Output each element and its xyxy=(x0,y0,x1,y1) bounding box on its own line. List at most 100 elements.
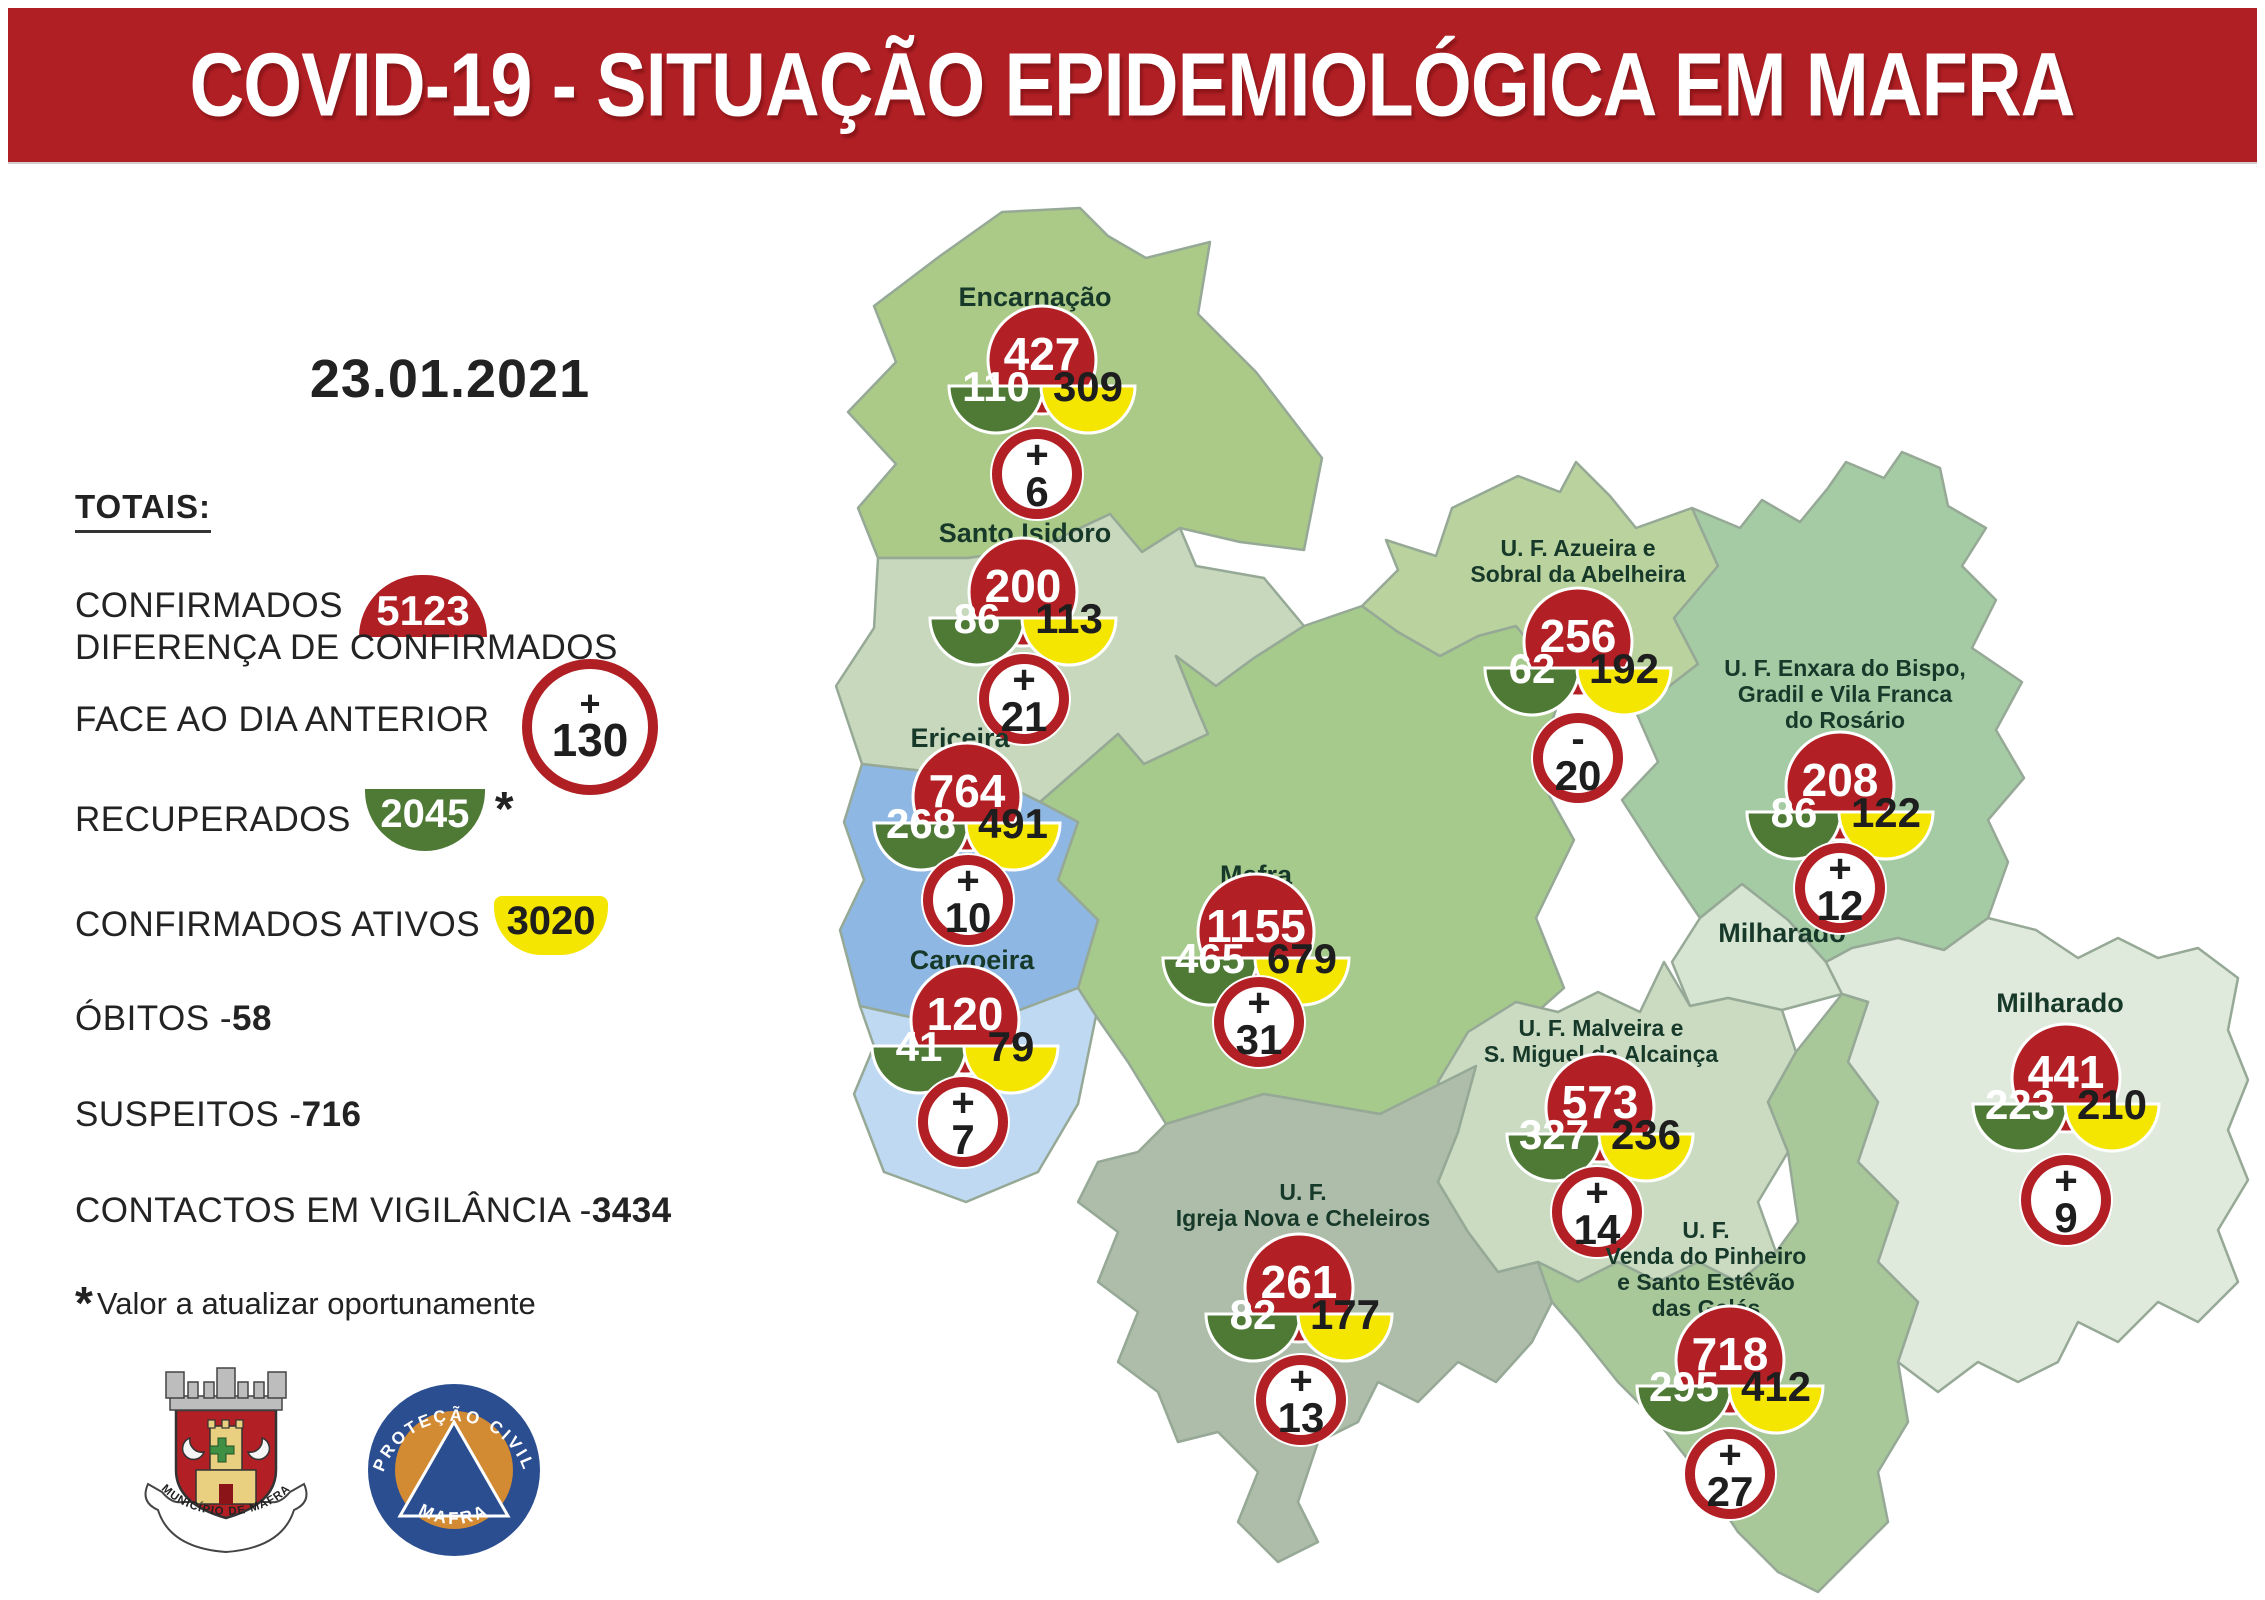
change-value-enxara: 12 xyxy=(1817,882,1864,929)
change-badge-mafra xyxy=(1214,977,1304,1067)
change-badge-santo_isidoro xyxy=(979,654,1069,744)
region-label-milharado: Milharado xyxy=(1996,988,2124,1018)
change-value-malveira: 14 xyxy=(1574,1206,1621,1253)
confirmed-value-igreja_nova: 261 xyxy=(1261,1256,1338,1308)
header-banner: COVID-19 - SITUAÇÃO EPIDEMIOLÓGICA EM MA… xyxy=(8,8,2257,162)
confirmados-row: CONFIRMADOS 5123 xyxy=(75,574,487,638)
change-sign-santo_isidoro: + xyxy=(1012,658,1035,702)
active-value-malveira: 236 xyxy=(1611,1111,1681,1158)
change-value-encarnacao: 6 xyxy=(1025,468,1048,515)
active-badge-azueira xyxy=(1575,666,1673,717)
change-badge-venda_pinheiro xyxy=(1685,1429,1775,1519)
confirmados-label: CONFIRMADOS xyxy=(75,586,343,625)
footnote-text: Valor a atualizar oportunamente xyxy=(96,1286,536,1321)
diferenca-line2-text: FACE AO DIA ANTERIOR xyxy=(75,700,490,739)
change-badge-carvoeira xyxy=(918,1077,1008,1167)
recovered-value-malveira: 327 xyxy=(1519,1111,1589,1158)
active-value-azueira: 192 xyxy=(1589,645,1659,692)
confirmed-value-carvoeira: 120 xyxy=(927,988,1004,1040)
ativos-label: CONFIRMADOS ATIVOS xyxy=(75,905,481,944)
change-sign-azueira: - xyxy=(1571,717,1584,761)
footnote: * Valor a atualizar oportunamente xyxy=(75,1277,536,1329)
active-value-santo_isidoro: 113 xyxy=(1035,595,1103,642)
recovered-value-carvoeira: 41 xyxy=(896,1023,943,1070)
recovered-value-igreja_nova: 82 xyxy=(1230,1291,1277,1338)
recovered-value-mafra: 465 xyxy=(1175,935,1245,982)
change-value-milharado: 9 xyxy=(2054,1194,2077,1241)
recovered-badge-venda_pinheiro xyxy=(1635,1384,1733,1435)
obitos-label: ÓBITOS - xyxy=(75,999,232,1038)
active-value-mafra: 679 xyxy=(1267,935,1337,982)
confirmed-value-malveira: 573 xyxy=(1562,1076,1639,1128)
diferenca-change-value: 130 xyxy=(551,714,629,766)
coa-crescent-right-icon xyxy=(246,1436,271,1461)
totals-heading: TOTAIS: xyxy=(75,488,211,533)
change-badge-ericeira xyxy=(923,855,1013,945)
active-badge-igreja_nova xyxy=(1296,1312,1394,1363)
badge-group-malveira: U. F. Malveira eS. Miguel da Alcainça573… xyxy=(1484,1015,1718,1259)
protecao-civil-logo: PROTEÇÃO CIVIL MAFRA xyxy=(368,1384,540,1556)
confirmed-value-enxara: 208 xyxy=(1802,754,1879,806)
confirmed-value-azueira: 256 xyxy=(1540,610,1617,662)
active-value-igreja_nova: 177 xyxy=(1310,1291,1380,1338)
region-venda-pinheiro-gales xyxy=(1536,992,1920,1594)
recovered-value-venda_pinheiro: 295 xyxy=(1649,1363,1719,1410)
recovered-value-enxara: 86 xyxy=(1771,789,1818,836)
contactos-value: 3434 xyxy=(591,1191,672,1230)
region-label-venda_pinheiro: U. F. Venda do Pinheiro e Santo Estêvão das… xyxy=(1606,1217,1807,1321)
confirmed-value-mafra: 1155 xyxy=(1206,900,1306,952)
ativos-row: CONFIRMADOS ATIVOS 3020 xyxy=(75,895,609,955)
change-badge-azueira xyxy=(1533,713,1623,803)
change-badge-igreja_nova xyxy=(1256,1355,1346,1445)
change-badge-encarnacao xyxy=(992,429,1082,519)
active-badge-venda_pinheiro xyxy=(1727,1384,1825,1435)
active-value-ericeira: 491 xyxy=(978,800,1048,847)
region-label-azueira: U. F. Azueira e Sobral da Abelheira xyxy=(1470,535,1685,587)
recuperados-label: RECUPERADOS xyxy=(75,800,351,839)
coa-castle-door xyxy=(219,1484,233,1504)
confirmados-total-badge: 5123 xyxy=(359,575,487,637)
change-value-ericeira: 10 xyxy=(945,894,992,941)
confirmed-value-santo_isidoro: 200 xyxy=(985,560,1062,612)
change-value-mafra: 31 xyxy=(1236,1016,1283,1063)
recovered-value-encarnacao: 110 xyxy=(962,363,1030,410)
change-sign-mafra: + xyxy=(1247,981,1270,1025)
region-label-enxara: U. F. Enxara do Bispo, Gradil e Vila Fran… xyxy=(1724,655,1966,733)
recovered-badge-santo_isidoro xyxy=(928,616,1026,667)
badge-group-venda_pinheiro: U. F. Venda do Pinheiro e Santo Estêvão das… xyxy=(1606,1217,1825,1521)
diferenca-line1: DIFERENÇA DE CONFIRMADOS xyxy=(75,628,618,668)
region-milharado-exclave xyxy=(1670,882,1844,1012)
coa-crescent-left-icon xyxy=(181,1436,206,1461)
recuperados-row: RECUPERADOS 2045 * xyxy=(75,783,514,851)
active-badge-malveira xyxy=(1597,1132,1695,1183)
page-title: COVID-19 - SITUAÇÃO EPIDEMIOLÓGICA EM MA… xyxy=(189,34,2076,135)
coa-castle-icon xyxy=(195,1419,257,1505)
suspeitos-value: 716 xyxy=(301,1095,362,1134)
contactos-row: CONTACTOS EM VIGILÂNCIA - 3434 xyxy=(75,1191,672,1231)
region-label-igreja_nova: U. F. Igreja Nova e Cheleiros xyxy=(1176,1179,1430,1231)
suspeitos-label: SUSPEITOS - xyxy=(75,1095,302,1134)
report-date: 23.01.2021 xyxy=(309,349,591,409)
recovered-badge-encarnacao xyxy=(947,384,1045,435)
change-sign-carvoeira: + xyxy=(951,1081,974,1125)
change-value-venda_pinheiro: 27 xyxy=(1707,1468,1754,1515)
badge-group-mafra: Mafra1155465679+31 xyxy=(1161,860,1351,1069)
recovered-badge-ericeira xyxy=(872,821,970,872)
recovered-value-azueira: 62 xyxy=(1509,645,1556,692)
change-sign-milharado: + xyxy=(2054,1159,2077,1203)
active-value-carvoeira: 79 xyxy=(988,1023,1035,1070)
suspeitos-row: SUSPEITOS - 716 xyxy=(75,1095,361,1135)
change-sign-encarnacao: + xyxy=(1025,433,1048,477)
recovered-badge-milharado xyxy=(1971,1102,2069,1153)
footnote-marker: * xyxy=(75,1277,93,1329)
confirmed-value-encarnacao: 427 xyxy=(1004,328,1081,380)
active-badge-carvoeira xyxy=(962,1044,1060,1095)
recovered-value-milharado: 223 xyxy=(1985,1081,2055,1128)
recovered-badge-igreja_nova xyxy=(1204,1312,1302,1363)
